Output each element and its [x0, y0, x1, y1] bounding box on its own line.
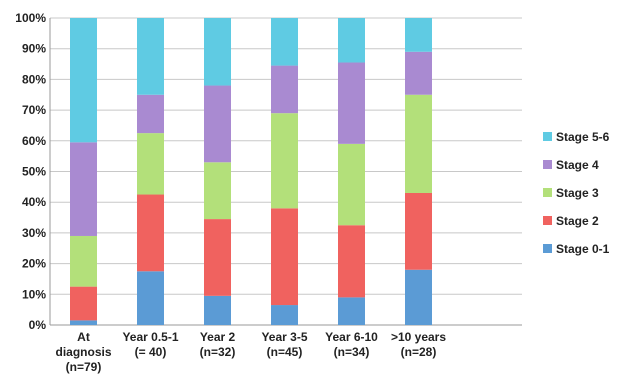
legend-item: Stage 4	[543, 158, 599, 172]
x-category-label: Year 2 (n=32)	[200, 330, 236, 359]
bar-segment	[137, 133, 164, 195]
y-tick-label: 100%	[15, 11, 46, 25]
y-tick-label: 50%	[22, 165, 46, 179]
y-axis-ticks: 0% 10% 20% 30% 40% 50% 60% 70% 80% 90% 100%	[15, 11, 46, 332]
x-axis-labels: At diagnosis (n=79) Year 0.5-1 (= 40) Year 2(…	[55, 330, 446, 374]
legend-item: Stage 3	[543, 186, 599, 200]
bar-segment	[204, 85, 231, 163]
y-tick-label: 40%	[22, 195, 46, 209]
legend: Stage 5-6 Stage 4 Stage 3 Stage 2 Stage 0-1	[543, 130, 610, 256]
bar-segment	[70, 320, 97, 325]
bar-segment	[137, 18, 164, 95]
bar-segment	[137, 271, 164, 325]
bar-segment	[338, 143, 365, 226]
legend-swatch	[543, 188, 552, 197]
bar-segment	[405, 192, 432, 270]
x-category-label: Year 6-10 (n=34)	[325, 330, 378, 359]
bar-segment	[405, 51, 432, 95]
legend-label: Stage 5-6	[556, 130, 610, 144]
y-tick-label: 80%	[22, 72, 46, 86]
legend-swatch	[543, 132, 552, 141]
legend-swatch	[543, 244, 552, 253]
bar-segment	[271, 18, 298, 66]
legend-swatch	[543, 160, 552, 169]
x-category-label: At diagnosis (n=79)	[55, 330, 111, 374]
y-tick-label: 60%	[22, 134, 46, 148]
bar-segment	[405, 94, 432, 193]
x-category-label: Year 3-5 (n=45)	[261, 330, 307, 359]
bar-segment	[70, 142, 97, 236]
bar-segment	[271, 65, 298, 114]
legend-label: Stage 4	[556, 158, 599, 172]
y-tick-label: 10%	[22, 287, 46, 301]
bars	[70, 18, 432, 325]
bar-segment	[137, 194, 164, 272]
x-category-label: >10 years (n=28)	[391, 330, 446, 359]
bar-segment	[70, 235, 97, 287]
legend-item: Stage 0-1	[543, 242, 610, 256]
bar-segment	[70, 286, 97, 321]
bar-segment	[338, 225, 365, 298]
bar-segment	[204, 18, 231, 86]
bar-segment	[70, 18, 97, 143]
bar-segment	[405, 18, 432, 52]
bar-segment	[271, 208, 298, 306]
y-tick-label: 0%	[29, 318, 47, 332]
x-category-label: Year 0.5-1 (= 40)	[122, 330, 178, 359]
legend-label: Stage 3	[556, 186, 599, 200]
y-tick-label: 30%	[22, 226, 46, 240]
bar-segment	[271, 305, 298, 325]
bar-segment	[204, 295, 231, 325]
bar-segment	[405, 269, 432, 325]
bar-segment	[204, 219, 231, 296]
bar-segment	[137, 94, 164, 134]
legend-swatch	[543, 216, 552, 225]
y-tick-label: 90%	[22, 42, 46, 56]
bar-segment	[338, 18, 365, 63]
bar-segment	[338, 297, 365, 325]
bar-segment	[338, 62, 365, 144]
bar-segment	[204, 162, 231, 220]
legend-label: Stage 0-1	[556, 242, 610, 256]
legend-item: Stage 5-6	[543, 130, 610, 144]
legend-label: Stage 2	[556, 214, 599, 228]
bar-segment	[271, 113, 298, 209]
y-tick-label: 70%	[22, 103, 46, 117]
legend-item: Stage 2	[543, 214, 599, 228]
y-tick-label: 20%	[22, 257, 46, 271]
